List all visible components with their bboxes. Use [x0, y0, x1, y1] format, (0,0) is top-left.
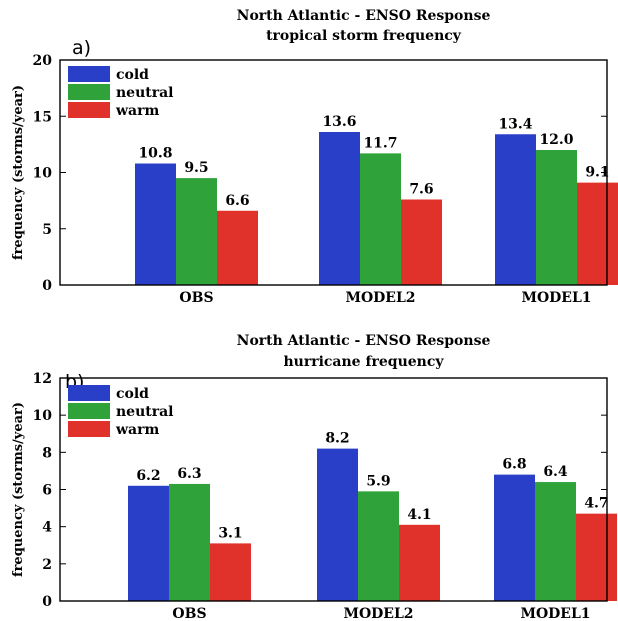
- y-tick-label: 0: [42, 278, 52, 294]
- bar-warm-model2: [401, 199, 442, 285]
- chart-subtitle: hurricane frequency: [283, 354, 444, 370]
- y-tick-label: 0: [42, 594, 52, 610]
- data-label: 4.7: [584, 496, 608, 512]
- data-label: 6.6: [225, 193, 249, 209]
- panel-label: a): [72, 37, 91, 59]
- bar-cold-model2: [317, 448, 358, 601]
- data-label: 12.0: [539, 132, 573, 148]
- data-label: 13.6: [322, 114, 356, 130]
- y-axis-label: frequency (storms/year): [11, 402, 26, 577]
- x-category-label: MODEL1: [520, 606, 590, 621]
- legend-label-neutral: neutral: [116, 85, 174, 101]
- legend-swatch-neutral: [68, 84, 110, 100]
- y-axis-label: frequency (storms/year): [11, 85, 26, 260]
- legend-swatch-warm: [68, 421, 110, 437]
- bar-neutral-obs: [176, 178, 217, 285]
- legend-label-warm: warm: [115, 103, 159, 119]
- bar-neutral-model2: [360, 153, 401, 285]
- legend: cold neutral warm: [68, 385, 174, 438]
- data-label: 6.8: [502, 457, 526, 473]
- bar-neutral-model2: [358, 491, 399, 601]
- legend-swatch-neutral: [68, 403, 110, 419]
- legend-label-cold: cold: [116, 386, 149, 402]
- data-label: 9.1: [585, 165, 609, 181]
- y-tick-label: 5: [42, 222, 52, 238]
- data-label: 9.5: [184, 160, 208, 176]
- chart-title: North Atlantic - ENSO Response: [237, 333, 491, 349]
- plot-frame: [59, 377, 608, 602]
- chart-title: North Atlantic - ENSO Response: [237, 8, 491, 24]
- y-tick-label: 8: [42, 445, 52, 461]
- data-label: 4.1: [407, 507, 431, 523]
- data-label: 6.4: [543, 464, 568, 480]
- chart-panel-b: North Atlantic - ENSO Response hurricane …: [11, 333, 617, 621]
- bar-cold-model2: [319, 132, 360, 285]
- x-category-label: OBS: [179, 290, 213, 306]
- chart-subtitle: tropical storm frequency: [266, 28, 462, 44]
- bar-warm-model1: [576, 513, 617, 601]
- y-tick-label: 2: [42, 557, 52, 573]
- x-category-label: MODEL2: [345, 290, 415, 306]
- legend-swatch-warm: [68, 102, 110, 118]
- y-tick-label: 20: [33, 53, 53, 69]
- legend-label-warm: warm: [115, 422, 159, 438]
- data-label: 6.2: [136, 468, 160, 484]
- data-label: 13.4: [498, 116, 532, 132]
- chart-panel-a: North Atlantic - ENSO Response tropical s…: [11, 8, 618, 306]
- x-category-label: MODEL2: [343, 606, 413, 621]
- bar-cold-model1: [495, 134, 536, 285]
- legend-label-cold: cold: [116, 67, 149, 83]
- data-label: 3.1: [218, 525, 242, 541]
- y-tick-label: 10: [33, 166, 53, 182]
- data-label: 6.3: [177, 466, 201, 482]
- bar-cold-obs: [128, 485, 169, 601]
- y-tick-label: 10: [33, 408, 53, 424]
- y-tick-label: 6: [42, 483, 52, 499]
- bar-neutral-obs: [169, 483, 210, 601]
- legend-swatch-cold: [68, 66, 110, 82]
- legend-label-neutral: neutral: [116, 404, 174, 420]
- bar-warm-model1: [577, 182, 618, 285]
- legend: cold neutral warm: [68, 66, 174, 119]
- bar-neutral-model1: [535, 482, 576, 601]
- bar-cold-obs: [135, 163, 176, 285]
- y-tick-label: 15: [33, 109, 52, 125]
- data-label: 5.9: [366, 473, 390, 489]
- bar-neutral-model1: [536, 150, 577, 285]
- bar-cold-model1: [494, 474, 535, 601]
- data-label: 8.2: [325, 431, 349, 447]
- y-tick-label: 4: [42, 520, 52, 536]
- legend-swatch-cold: [68, 385, 110, 401]
- x-category-label: MODEL1: [521, 290, 591, 306]
- data-label: 7.6: [409, 182, 433, 198]
- bar-warm-obs: [210, 543, 251, 601]
- plot-frame: [59, 59, 608, 286]
- data-label: 10.8: [138, 146, 172, 162]
- data-label: 11.7: [363, 135, 397, 151]
- bar-warm-model2: [399, 524, 440, 601]
- bar-warm-obs: [217, 210, 258, 285]
- x-category-label: OBS: [172, 606, 206, 621]
- y-tick-label: 12: [33, 371, 52, 387]
